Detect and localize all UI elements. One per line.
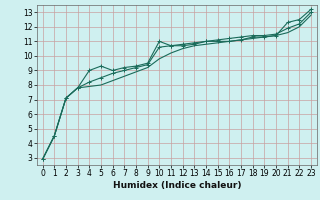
- X-axis label: Humidex (Indice chaleur): Humidex (Indice chaleur): [113, 181, 241, 190]
